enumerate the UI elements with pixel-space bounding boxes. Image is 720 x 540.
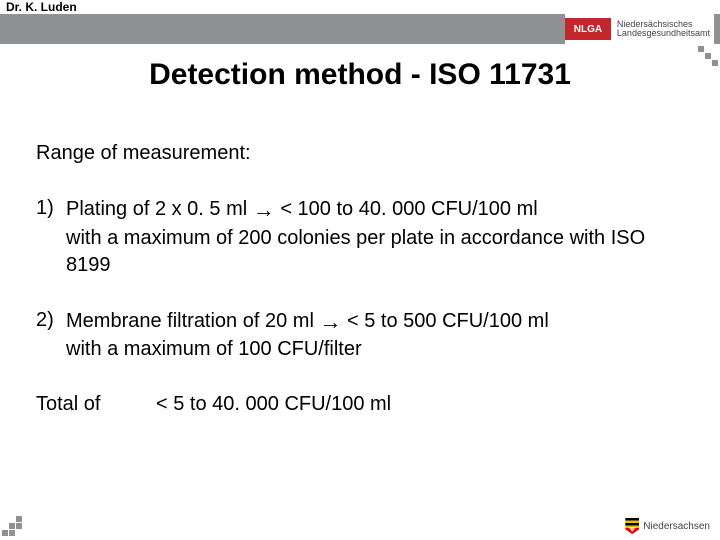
total-value: < 5 to 40. 000 CFU/100 ml bbox=[156, 391, 391, 418]
list-item: 2) Membrane filtration of 20 ml → < 5 to… bbox=[36, 307, 684, 364]
total-label: Total of bbox=[36, 391, 156, 418]
author-name: Dr. K. Luden bbox=[6, 0, 77, 14]
arrow-icon: → bbox=[319, 309, 341, 334]
item-number: 1) bbox=[36, 195, 66, 279]
range-label: Range of measurement: bbox=[36, 140, 684, 167]
item-text-pre: Plating of 2 x 0. 5 ml bbox=[66, 198, 253, 220]
page-title: Detection method - ISO 11731 bbox=[0, 58, 720, 92]
body-content: Range of measurement: 1) Plating of 2 x … bbox=[36, 140, 684, 418]
footer-region-label: Niedersachsen bbox=[643, 521, 710, 532]
total-row: Total of < 5 to 40. 000 CFU/100 ml bbox=[36, 391, 684, 418]
slide: Dr. K. Luden NLGA Niedersächsisches Land… bbox=[0, 0, 720, 540]
item-text-line2: with a maximum of 200 colonies per plate… bbox=[66, 225, 684, 279]
logo-text: Niedersächsisches Landesgesundheitsamt bbox=[617, 20, 710, 39]
logo-acronym: NLGA bbox=[565, 18, 611, 40]
item-text-pre: Membrane filtration of 20 ml bbox=[66, 310, 319, 332]
item-body: Membrane filtration of 20 ml → < 5 to 50… bbox=[66, 307, 684, 364]
item-body: Plating of 2 x 0. 5 ml → < 100 to 40. 00… bbox=[66, 195, 684, 279]
decorative-squares-bottom-left bbox=[2, 516, 22, 536]
item-text-post: < 100 to 40. 000 CFU/100 ml bbox=[275, 198, 538, 220]
shield-icon bbox=[625, 518, 639, 534]
list-item: 1) Plating of 2 x 0. 5 ml → < 100 to 40.… bbox=[36, 195, 684, 279]
item-text-post: < 5 to 500 CFU/100 ml bbox=[341, 310, 548, 332]
agency-logo: NLGA Niedersächsisches Landesgesundheits… bbox=[565, 14, 714, 44]
item-number: 2) bbox=[36, 307, 66, 364]
logo-text-line2: Landesgesundheitsamt bbox=[617, 29, 710, 38]
item-text-line2: with a maximum of 100 CFU/filter bbox=[66, 336, 684, 363]
arrow-icon: → bbox=[253, 197, 275, 222]
footer-region-logo: Niedersachsen bbox=[625, 518, 710, 534]
